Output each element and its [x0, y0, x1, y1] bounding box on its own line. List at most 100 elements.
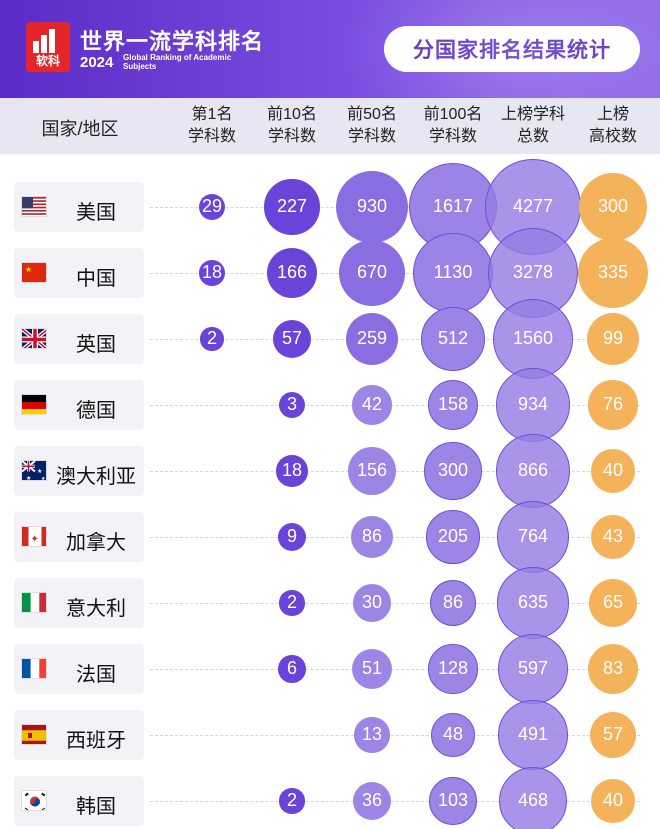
de-flag-icon — [21, 394, 47, 415]
country-name: 中国 — [76, 268, 116, 290]
row-guide-line — [150, 603, 640, 604]
bubble-total: 866 — [496, 434, 570, 508]
column-header-total: 上榜学科 总数 — [501, 104, 565, 148]
bubble-top10: 9 — [277, 522, 307, 552]
svg-text:✦: ✦ — [31, 534, 39, 545]
bubble-total: 764 — [496, 500, 570, 574]
table-row: 德国 — [0, 380, 660, 430]
bubble-total: 934 — [495, 367, 571, 443]
column-header-top50: 前50名 学科数 — [347, 104, 397, 148]
header-banner: 软科 世界一流学科排名 2024 Global Ranking of Acade… — [0, 0, 660, 98]
table-row: 英国 — [0, 314, 660, 364]
column-header-line1: 上榜 — [596, 106, 630, 123]
bubble-univ: 40 — [591, 449, 635, 493]
bubble-top50: 670 — [338, 239, 406, 307]
country-name: 德国 — [76, 400, 116, 422]
bubble-top50: 156 — [348, 447, 396, 495]
bubble-top50: 86 — [350, 515, 394, 559]
bubble-top10: 2 — [279, 590, 305, 616]
table-row: ★ 中国 — [0, 248, 660, 298]
ranking-table: 美国 ★ 中国 英国 德国 ★ ★ ★ 澳大利亚 ✦ 加拿大 意大利 法国 西班牙 韩国 29 227 930 16… — [0, 154, 660, 829]
bubble-top100: 1130 — [413, 233, 493, 313]
column-header-line2: 学科数 — [428, 128, 478, 145]
country-cell: 韩国 — [14, 776, 144, 826]
bubble-univ: 99 — [587, 313, 639, 365]
bubble-top50: 13 — [354, 717, 390, 753]
column-header-top10: 前10名 学科数 — [267, 104, 317, 148]
section-title-pill: 分国家排名结果统计 — [384, 26, 640, 72]
country-name: 澳大利亚 — [56, 466, 136, 488]
bubble-top10: 57 — [272, 319, 312, 359]
us-flag-icon — [21, 196, 47, 217]
country-name: 西班牙 — [66, 730, 126, 752]
bubble-top50: 42 — [352, 385, 392, 425]
row-guide-line — [150, 537, 640, 538]
country-cell: 西班牙 — [14, 710, 144, 760]
brand-subtitle: Global Ranking of Academic Subjects — [123, 53, 232, 71]
column-header-line1: 前50名 — [347, 106, 397, 123]
bubble-top100: 48 — [431, 713, 475, 757]
au-flag-icon: ★ ★ ★ — [21, 460, 47, 481]
column-header-line1: 前100名 — [423, 106, 483, 123]
svg-text:★: ★ — [41, 476, 46, 481]
es-flag-icon — [21, 724, 47, 745]
bubble-univ: 65 — [589, 579, 637, 627]
bubble-top50: 259 — [345, 312, 399, 366]
column-header-line1: 第1名 — [191, 106, 233, 123]
bubble-top50: 30 — [353, 584, 391, 622]
bubble-top100: 103 — [429, 777, 477, 825]
country-cell: 英国 — [14, 314, 144, 364]
row-guide-line — [150, 735, 640, 736]
bubble-univ: 43 — [590, 514, 636, 560]
bubble-top1: 18 — [199, 260, 225, 286]
ranking-rows: 美国 ★ 中国 英国 德国 ★ ★ ★ 澳大利亚 ✦ 加拿大 意大利 法国 西班牙 韩国 29 227 930 16… — [0, 154, 660, 829]
column-header-line2: 总数 — [516, 128, 550, 145]
country-cell: 美国 — [14, 182, 144, 232]
bubble-total: 491 — [498, 700, 568, 770]
bubble-top100: 128 — [428, 644, 478, 694]
country-cell: 德国 — [14, 380, 144, 430]
brand-title: 世界一流学科排名 — [80, 29, 265, 54]
country-name: 韩国 — [76, 796, 116, 818]
country-cell: ★ ★ ★ 澳大利亚 — [14, 446, 144, 496]
column-header-top100: 前100名 学科数 — [424, 104, 483, 148]
column-header-line2: 学科数 — [187, 128, 237, 145]
bubble-univ: 76 — [588, 380, 638, 430]
bubble-total: 4277 — [485, 159, 581, 255]
table-row: 西班牙 — [0, 710, 660, 760]
country-name: 英国 — [76, 334, 116, 356]
bubble-univ: 40 — [591, 779, 635, 823]
table-row: 韩国 — [0, 776, 660, 826]
bubble-top10: 166 — [266, 247, 318, 299]
column-header-line1: 上榜学科 — [500, 106, 566, 123]
logo-bars-icon — [33, 29, 55, 53]
bubble-top100: 205 — [426, 510, 480, 564]
column-header-country: 国家/地区 — [41, 119, 119, 139]
row-guide-line — [150, 801, 640, 802]
column-header-top1: 第1名 学科数 — [188, 104, 236, 148]
column-header-bar: 国家/地区 第1名 学科数 前10名 学科数 前50名 学科数 前100名 学科… — [0, 98, 660, 154]
row-guide-line — [150, 405, 640, 406]
country-cell: 意大利 — [14, 578, 144, 628]
bubble-top100: 86 — [429, 579, 477, 627]
kr-flag-icon — [21, 790, 47, 811]
brand-year: 2024 — [80, 54, 114, 71]
column-header-universities: 上榜 高校数 — [589, 104, 637, 148]
column-header-line2: 学科数 — [347, 128, 396, 145]
logo-text: 软科 — [35, 54, 60, 68]
country-cell: ★ 中国 — [14, 248, 144, 298]
bubble-univ: 335 — [577, 237, 649, 309]
it-flag-icon — [21, 592, 47, 613]
bubble-top10: 227 — [264, 179, 320, 235]
country-name: 加拿大 — [66, 532, 126, 554]
bubble-top10: 2 — [279, 788, 305, 814]
bubble-top50: 930 — [335, 170, 409, 244]
gb-flag-icon — [21, 328, 47, 349]
bubble-top100: 512 — [420, 306, 486, 372]
table-row: 美国 — [0, 182, 660, 232]
table-row: 意大利 — [0, 578, 660, 628]
bubble-univ: 57 — [589, 711, 637, 759]
country-name: 法国 — [76, 664, 116, 686]
country-name: 意大利 — [66, 598, 126, 620]
bubble-top50: 36 — [352, 781, 392, 821]
